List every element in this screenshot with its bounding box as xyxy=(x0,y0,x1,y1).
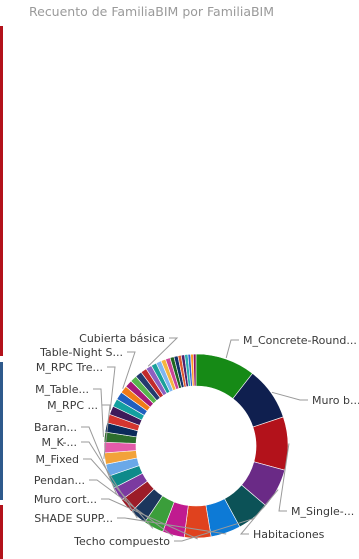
slice-label: Baran... xyxy=(34,421,77,434)
slice-label: M_K-... xyxy=(41,436,77,449)
slice-label: M_RPC Tre... xyxy=(36,361,103,374)
slice-label: Muro b... xyxy=(312,394,359,407)
slice-label: SHADE SUPP... xyxy=(34,512,113,525)
slice-label: M_Single-... xyxy=(291,505,354,518)
label-leader-line xyxy=(278,443,290,512)
left-edge-accent-middle xyxy=(0,362,3,500)
label-leader-line xyxy=(225,339,239,359)
label-leader-line xyxy=(102,404,111,459)
label-leader-line xyxy=(117,517,227,535)
donut-labels: M_Concrete-Round... Muro b... M_Single-...… xyxy=(34,332,359,548)
label-leader-line xyxy=(147,337,179,367)
slice-label: Techo compuesto xyxy=(73,535,170,548)
slice-label: M_Table... xyxy=(35,383,89,396)
chart-title: Recuento de FamiliaBIM por FamiliaBIM xyxy=(29,4,275,19)
slice-label: Table-Night S... xyxy=(39,346,123,359)
label-leader-line xyxy=(174,517,255,542)
label-leader-line xyxy=(101,498,198,540)
donut-slice[interactable] xyxy=(192,353,197,387)
left-edge-accent-top xyxy=(0,26,3,356)
label-leader-line xyxy=(122,351,136,389)
left-edge-accent-bottom xyxy=(0,505,3,559)
label-leader-line xyxy=(81,441,138,519)
slice-label: Muro cort... xyxy=(34,493,97,506)
label-leader-line xyxy=(107,366,116,410)
slice-label: M_Fixed xyxy=(36,453,80,466)
slice-label: Cubierta básica xyxy=(79,332,165,345)
label-leader-line xyxy=(93,388,104,437)
slice-label: Pendan... xyxy=(34,474,85,487)
slice-label: Habitaciones xyxy=(253,528,325,541)
label-leader-line xyxy=(83,458,154,529)
slice-label: M_RPC ... xyxy=(47,399,98,412)
label-leader-line xyxy=(239,489,279,535)
label-leader-line xyxy=(89,479,174,537)
slice-label: M_Concrete-Round... xyxy=(243,334,357,347)
label-leader-line xyxy=(81,426,118,495)
label-leader-line xyxy=(271,391,308,401)
